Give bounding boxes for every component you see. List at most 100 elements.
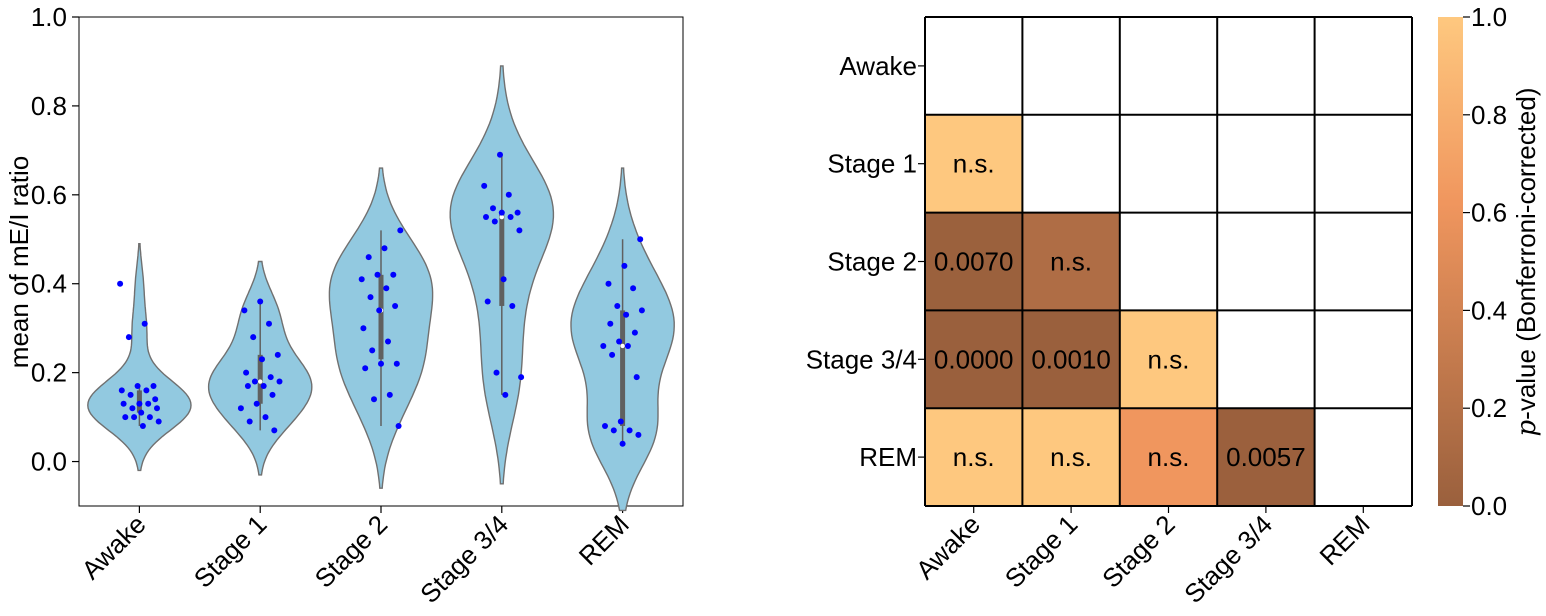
data-point-stage-2 [392, 303, 399, 309]
heatmap-cells: n.s. 0.0070 n.s. 0.0000 0.0010 n.s. n.s. n.s. n.… [925, 114, 1315, 506]
data-point-stage-1 [250, 334, 257, 341]
data-point-stage-2 [383, 285, 390, 292]
colorbar-ticks: 0.0 0.2 0.4 0.6 0.8 1.0 [1463, 2, 1507, 521]
data-point-rem [626, 427, 633, 434]
data-point-stage-2 [367, 294, 374, 301]
data-point-stage-3-4 [500, 276, 507, 283]
colorbar-gradient [1438, 17, 1463, 506]
heatmap-cell-rem-vs-stage-1 [1022, 408, 1120, 506]
colorbar-tick-label: 0.6 [1471, 198, 1507, 228]
violin-y-tick-label: 0.4 [31, 269, 67, 299]
heatmap-cell-stage-3-4-vs-stage-2 [1119, 310, 1218, 409]
heatmap-cell-label: 0.0070 [934, 247, 1014, 277]
median-stage-1 [258, 379, 263, 384]
violin-y-tick-label: 0.8 [31, 91, 67, 121]
heatmap-x-tick-label: Stage 2 [1096, 509, 1181, 594]
data-point-rem [635, 431, 642, 438]
heatmap-cell-rem-vs-stage-2 [1119, 408, 1218, 506]
heatmap-cell-label: 0.0000 [934, 344, 1014, 374]
data-point-stage-3-4 [484, 298, 491, 305]
data-point-awake [134, 383, 141, 389]
data-point-rem [605, 280, 612, 287]
data-point-stage-1 [274, 351, 281, 358]
data-point-rem [616, 338, 623, 345]
heatmap-x-tick-label: Stage 1 [999, 509, 1084, 594]
data-point-stage-3-4 [516, 227, 523, 234]
data-point-stage-2 [360, 325, 367, 332]
data-point-rem [631, 329, 638, 336]
violin-y-tick-label: 0.2 [31, 358, 67, 388]
data-point-rem [602, 423, 608, 429]
data-point-awake [125, 334, 132, 341]
violin-y-axis: 0.0 0.2 0.4 0.6 0.8 1.0 [31, 2, 79, 477]
violin-bodies [87, 65, 675, 512]
data-point-rem [630, 285, 637, 292]
data-point-stage-3-4 [481, 182, 488, 189]
data-point-stage-2 [385, 338, 391, 345]
data-point-stage-1 [276, 378, 283, 385]
heatmap-y-tick-label: Stage 3/4 [806, 344, 917, 374]
data-point-stage-2 [381, 245, 388, 252]
data-point-awake [139, 423, 146, 429]
violin-plot: 0.0 0.2 0.4 0.6 0.8 1.0 Awake Stage 1 Stage 2 St… [4, 2, 684, 609]
violin-awake [87, 243, 192, 472]
data-point-stage-2 [397, 227, 404, 234]
data-point-awake [129, 405, 136, 412]
data-point-rem [609, 351, 616, 358]
violin-y-tick-label: 1.0 [31, 2, 67, 32]
heatmap-cell-rem-vs-awake [925, 408, 1023, 506]
data-point-stage-1 [259, 356, 265, 363]
violin-y-tick-label: 0.0 [31, 447, 67, 477]
data-point-stage-1 [262, 414, 269, 421]
data-point-stage-2 [395, 423, 402, 429]
data-point-stage-3-4 [502, 391, 509, 398]
data-point-rem [623, 311, 630, 318]
data-point-awake [136, 400, 143, 407]
data-point-awake [118, 387, 125, 394]
data-point-awake [150, 383, 157, 389]
data-point-stage-1 [257, 298, 264, 305]
heatmap-cell-label: 0.0010 [1031, 344, 1111, 374]
data-point-awake [122, 414, 129, 421]
data-point-rem [638, 307, 645, 314]
data-point-stage-2 [378, 360, 384, 367]
colorbar: 0.0 0.2 0.4 0.6 0.8 1.0 p-value (Bonferroni-c… [1438, 2, 1542, 521]
data-point-stage-3-4 [514, 209, 521, 216]
colorbar-tick-label: 1.0 [1471, 2, 1507, 32]
data-point-rem [614, 303, 621, 309]
heatmap-y-tick-label: REM [859, 442, 917, 472]
data-point-stage-2 [362, 365, 369, 372]
data-point-awake [145, 400, 152, 407]
data-point-awake [143, 387, 150, 394]
data-point-stage-2 [358, 276, 365, 283]
data-point-stage-2 [365, 254, 372, 261]
data-point-stage-1 [260, 383, 267, 389]
data-point-stage-3-4 [505, 191, 512, 198]
data-point-awake [155, 418, 162, 425]
data-point-stage-1 [241, 307, 248, 314]
data-point-stage-3-4 [491, 218, 498, 225]
heatmap-cell-rem-vs-stage-3-4 [1217, 408, 1315, 506]
data-point-stage-3-4 [497, 151, 503, 158]
data-point-rem [607, 320, 614, 327]
violin-x-tick-label: Stage 3/4 [414, 509, 514, 609]
data-point-rem [633, 374, 640, 381]
data-point-awake [152, 396, 159, 403]
data-point-rem [619, 440, 626, 447]
heatmap-y-tick-label: Stage 1 [827, 149, 917, 179]
violin-y-tick-label: 0.6 [31, 180, 67, 210]
data-point-awake [131, 414, 138, 421]
data-point-stage-1 [267, 374, 274, 381]
heatmap-cell-label: n.s. [953, 442, 995, 472]
data-point-awake [138, 409, 145, 416]
colorbar-tick-label: 0.0 [1471, 491, 1507, 521]
heatmap-cell-label: n.s. [953, 149, 995, 179]
data-point-stage-1 [251, 378, 258, 385]
heatmap-cell-label: n.s. [1050, 442, 1092, 472]
data-point-rem [617, 418, 624, 425]
colorbar-tick-label: 0.4 [1471, 295, 1507, 325]
data-point-stage-3-4 [509, 303, 516, 309]
data-point-rem [621, 262, 628, 269]
colorbar-tick-label: 0.8 [1471, 100, 1507, 130]
